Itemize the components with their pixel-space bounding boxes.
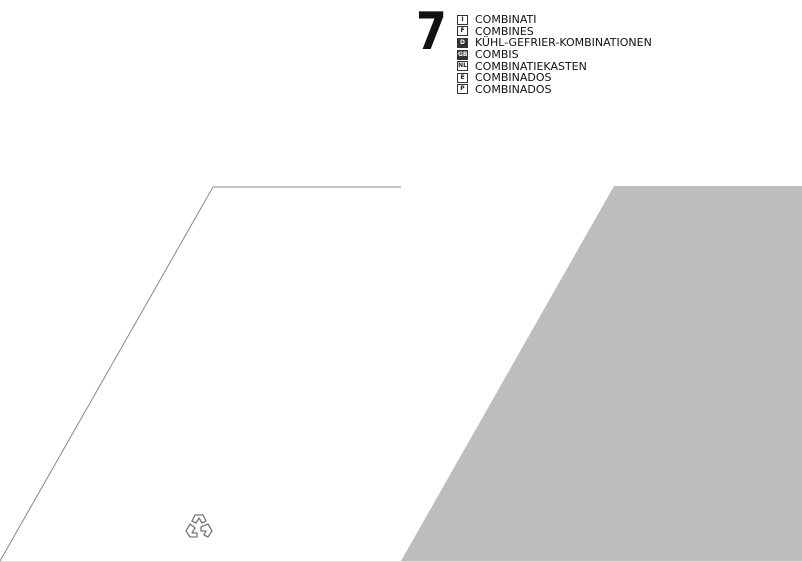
language-badge: NL <box>457 61 468 72</box>
title-label: COMBIS <box>475 48 519 62</box>
title-row-nl: NL COMBINATIEKASTEN <box>457 60 652 72</box>
title-row-de: D KÜHL-GEFRIER-KOMBINATIONEN <box>457 37 652 49</box>
language-badge: P <box>457 84 468 95</box>
section-number: 7 <box>416 2 447 62</box>
title-label: COMBINADOS <box>475 71 552 85</box>
title-row-it: I COMBINATI <box>457 14 652 26</box>
title-row-pt: P COMBINADOS <box>457 84 652 96</box>
title-label: COMBINATIEKASTEN <box>475 59 587 73</box>
language-badge: D <box>457 37 468 48</box>
title-row-es: E COMBINADOS <box>457 72 652 84</box>
language-badge: F <box>457 26 468 37</box>
recycle-icon <box>185 514 213 538</box>
right-gray-panel <box>401 186 802 561</box>
title-label: KÜHL-GEFRIER-KOMBINATIONEN <box>475 36 652 50</box>
language-badge: E <box>457 72 468 83</box>
title-label: COMBINATI <box>475 13 537 27</box>
language-title-list: I COMBINATI F COMBINES D KÜHL-GEFRIER-KOMBI… <box>457 14 652 95</box>
title-label: COMBINES <box>475 24 534 38</box>
language-badge: GB <box>457 49 468 60</box>
left-panel-outline <box>0 186 401 562</box>
language-badge: I <box>457 14 468 25</box>
title-row-fr: F COMBINES <box>457 26 652 38</box>
title-row-gb: GB COMBIS <box>457 49 652 61</box>
title-label: COMBINADOS <box>475 82 552 96</box>
